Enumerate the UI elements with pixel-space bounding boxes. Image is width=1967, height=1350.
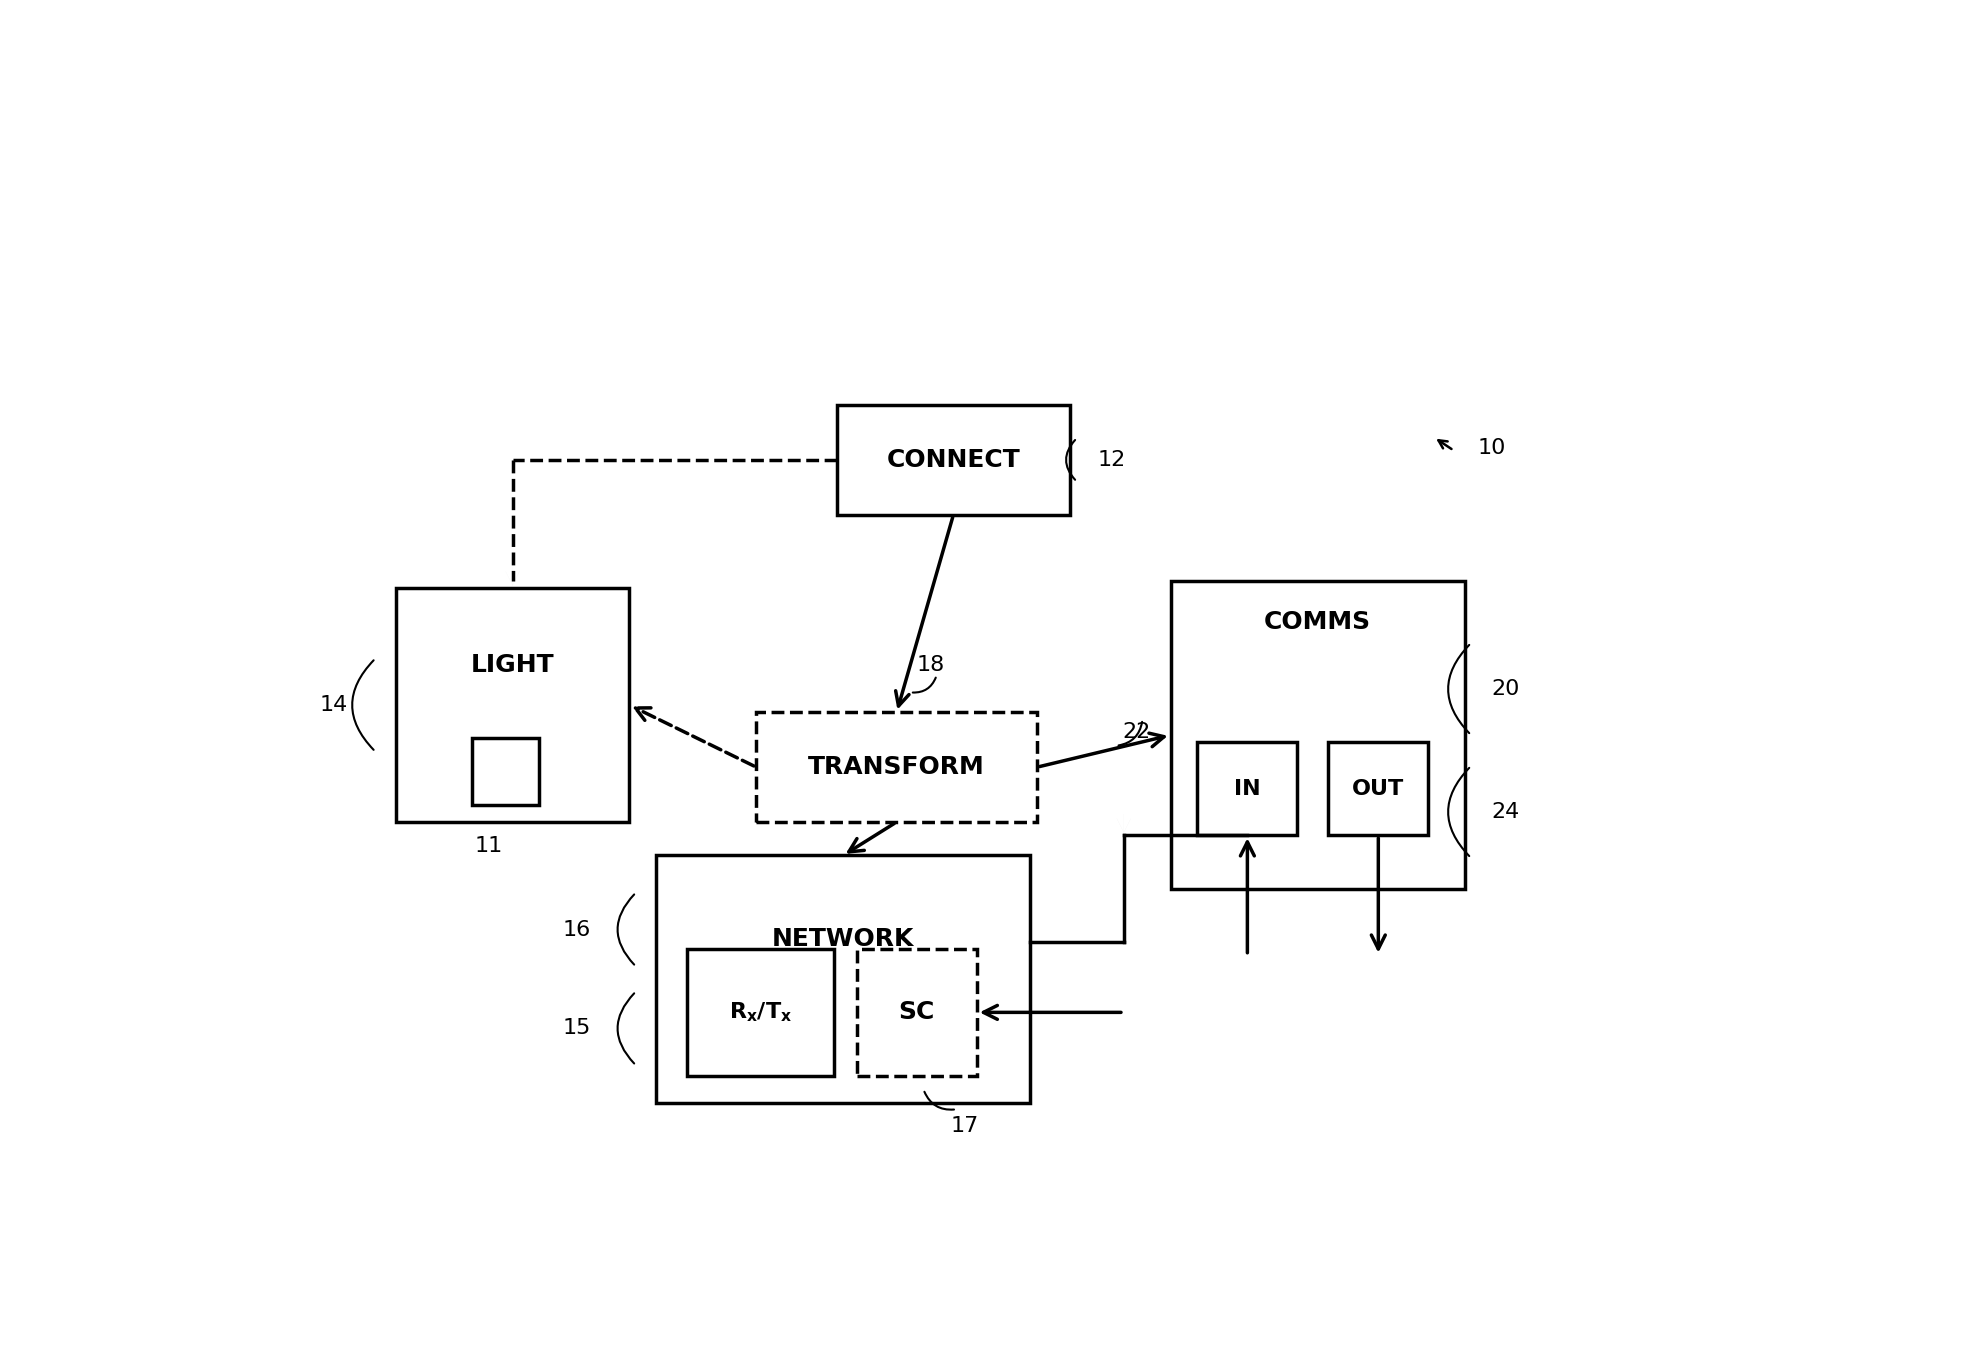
Text: SC: SC (899, 1000, 934, 1025)
Text: NETWORK: NETWORK (771, 927, 915, 950)
Text: $\mathbf{R_x/T_x}$: $\mathbf{R_x/T_x}$ (728, 1000, 793, 1025)
Text: 12: 12 (1098, 450, 1125, 470)
Text: 11: 11 (474, 836, 504, 856)
Text: 15: 15 (563, 1018, 590, 1038)
Bar (1198, 741, 1298, 836)
Bar (395, 589, 629, 822)
Text: 16: 16 (563, 919, 590, 940)
Text: OUT: OUT (1351, 779, 1404, 799)
Text: 24: 24 (1491, 802, 1519, 822)
Text: CONNECT: CONNECT (887, 448, 1021, 472)
Text: COMMS: COMMS (1265, 610, 1371, 633)
Bar (836, 405, 1070, 514)
Text: 10: 10 (1477, 437, 1507, 458)
Text: 18: 18 (917, 655, 944, 675)
Bar (1328, 741, 1428, 836)
Text: IN: IN (1233, 779, 1261, 799)
Text: 17: 17 (950, 1116, 978, 1135)
Text: 14: 14 (319, 695, 348, 716)
Bar (757, 713, 1037, 822)
Bar (657, 856, 1031, 1103)
Bar (686, 949, 834, 1076)
Text: TRANSFORM: TRANSFORM (808, 755, 985, 779)
Bar (1170, 582, 1465, 888)
Text: LIGHT: LIGHT (470, 653, 555, 676)
Text: 22: 22 (1123, 722, 1151, 742)
Bar (856, 949, 978, 1076)
Bar (472, 738, 539, 805)
Text: 20: 20 (1491, 679, 1520, 699)
